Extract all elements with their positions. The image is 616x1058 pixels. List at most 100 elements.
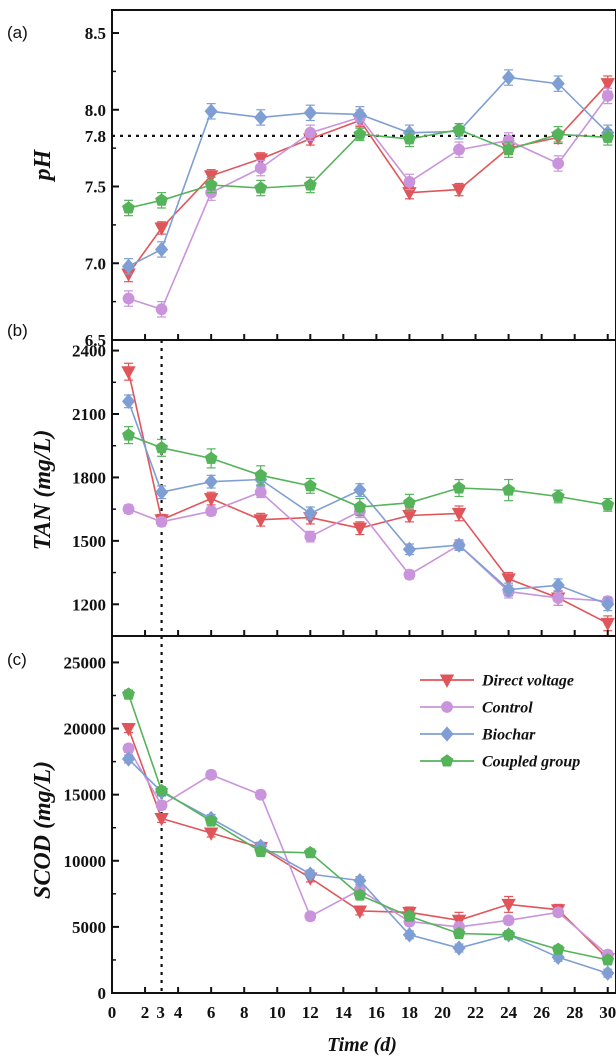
x-tick-label: 26	[533, 1003, 550, 1022]
data-point	[121, 393, 136, 409]
data-point	[352, 522, 368, 537]
data-layer	[121, 69, 615, 981]
x-tick-label: 12	[302, 1003, 319, 1022]
hline-label: 7.8	[85, 127, 106, 146]
data-point	[403, 132, 416, 145]
series-line	[127, 693, 608, 961]
data-point	[122, 503, 135, 516]
data-point	[452, 537, 466, 553]
data-point	[502, 928, 516, 941]
data-point	[254, 468, 268, 481]
data-point	[254, 109, 268, 126]
series-line	[128, 434, 608, 508]
x-tick-label: 24	[500, 1003, 518, 1022]
data-point	[304, 910, 317, 923]
data-point	[154, 484, 169, 500]
data-point	[600, 617, 615, 632]
data-point	[155, 193, 169, 206]
data-point	[501, 581, 516, 598]
data-point	[501, 69, 516, 86]
data-point	[254, 162, 267, 174]
data-point	[552, 592, 565, 604]
series-coupled-group	[122, 122, 615, 217]
series-line	[127, 758, 608, 974]
data-point	[205, 505, 218, 518]
legend-label: Biochar	[481, 727, 536, 744]
data-point	[601, 965, 615, 981]
data-point	[353, 888, 367, 901]
data-point	[352, 905, 368, 919]
y-tick-label: 10000	[64, 852, 107, 871]
data-point	[453, 143, 465, 156]
data-point	[402, 927, 417, 943]
data-point	[601, 498, 615, 511]
data-point	[154, 812, 169, 827]
legend-item-coupled-group: Coupled group	[420, 754, 580, 771]
series-line	[128, 491, 608, 602]
legend-swatch-marker	[439, 674, 455, 688]
data-point	[303, 846, 317, 859]
data-point	[501, 573, 516, 587]
series-direct-voltage	[121, 362, 615, 632]
data-point	[155, 303, 168, 316]
y-tick-label: 2100	[72, 405, 106, 424]
y-tick-label: 15000	[64, 786, 107, 805]
data-point	[451, 507, 467, 522]
data-point	[205, 768, 218, 781]
y-tick-label: 1200	[72, 595, 106, 614]
y-tick-label: 7.5	[85, 178, 106, 197]
y-tick-label: 1800	[72, 468, 106, 487]
y-tick-label: 25000	[64, 653, 107, 672]
panel-c	[121, 687, 615, 981]
data-point	[303, 105, 317, 121]
panel-frame	[111, 635, 616, 994]
panel-label-b: (b)	[7, 321, 28, 340]
data-point	[551, 127, 565, 140]
data-point	[121, 258, 136, 274]
data-point	[204, 451, 218, 464]
y-axis-label-scod: SCOD (mg/L)	[30, 761, 56, 899]
data-point	[502, 142, 516, 156]
legend-swatch-marker	[440, 754, 454, 767]
data-point	[304, 530, 317, 543]
x-tick-label: 6	[207, 1003, 216, 1022]
panel-label-c: (c)	[7, 650, 27, 669]
data-point	[122, 428, 135, 441]
axes-layer: 6.57.07.58.08.57.81200150018002100240005…	[64, 9, 616, 1022]
y-tick-label: 7.0	[85, 254, 106, 273]
legend-item-biochar: Biochar	[420, 726, 536, 744]
data-point	[502, 914, 515, 927]
data-point	[121, 751, 136, 767]
x-tick-label: 16	[368, 1003, 385, 1022]
data-point	[121, 723, 136, 737]
data-point	[551, 942, 565, 955]
data-point	[303, 479, 317, 492]
data-point	[551, 76, 565, 92]
data-point	[303, 505, 317, 522]
data-point	[303, 178, 317, 191]
data-point	[254, 181, 268, 194]
data-point	[203, 827, 219, 841]
series-line	[128, 95, 609, 311]
x-tick-label: 2	[141, 1003, 150, 1022]
data-point	[601, 953, 615, 966]
data-point	[353, 482, 367, 498]
y-axis-label-tan: TAN (mg/L)	[30, 430, 56, 551]
data-point	[353, 872, 367, 889]
data-point	[403, 496, 416, 509]
y-tick-label: 1500	[72, 532, 106, 551]
data-point	[155, 515, 168, 528]
y-tick-label: 2400	[72, 342, 106, 361]
data-point	[304, 126, 317, 139]
panel-b	[121, 362, 615, 632]
x-tick-label: 14	[335, 1003, 353, 1022]
series-coupled-group	[122, 687, 615, 966]
y-tick-label: 8.0	[85, 101, 106, 120]
data-point	[451, 184, 467, 198]
data-point	[403, 909, 416, 922]
series-control	[122, 742, 614, 961]
x-tick-label: 4	[174, 1003, 183, 1022]
data-point	[601, 90, 614, 102]
data-point	[253, 514, 268, 528]
